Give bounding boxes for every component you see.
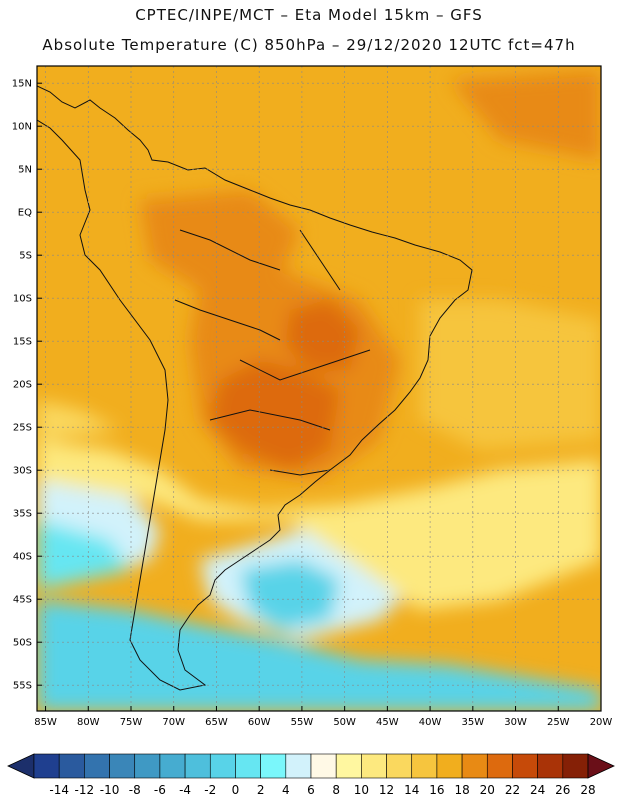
colorbar-label: -12 (75, 783, 95, 797)
colorbar-label: -10 (100, 783, 120, 797)
map-subtitle: Absolute Temperature (C) 850hPa – 29/12/… (42, 36, 576, 54)
lon-tick-label: 50W (333, 717, 356, 728)
lat-tick-label: 45S (13, 595, 32, 606)
lat-tick-label: 5N (18, 165, 32, 176)
lat-tick-label: 25S (13, 423, 32, 434)
lat-tick-label: 50S (13, 638, 32, 649)
colorbar-swatch (461, 753, 488, 779)
lon-tick-label: 20W (590, 717, 613, 728)
colorbar-min-arrow (7, 753, 35, 779)
lat-tick-label: 15N (12, 79, 32, 90)
colorbar-label: -14 (49, 783, 69, 797)
colorbar-swatch (285, 753, 312, 779)
colorbar-swatch (411, 753, 438, 779)
colorbar-label: -6 (154, 783, 166, 797)
colorbar-label: -2 (204, 783, 216, 797)
lat-tick-label: 20S (13, 380, 32, 391)
colorbar-label: 2 (257, 783, 265, 797)
colorbar-label: 22 (505, 783, 520, 797)
graticule (37, 66, 602, 711)
colorbar-label: 26 (555, 783, 570, 797)
colorbar-swatch (335, 753, 362, 779)
colorbar-swatch (134, 753, 161, 779)
temperature-field (37, 66, 601, 711)
colorbar-swatch (109, 753, 136, 779)
colorbar-swatch (58, 753, 85, 779)
lat-tick-label: 10N (12, 122, 32, 133)
colorbar-swatch (184, 753, 211, 779)
lon-tick-label: 35W (462, 717, 485, 728)
colorbar-label: 18 (454, 783, 469, 797)
colorbar-label: 6 (307, 783, 315, 797)
colorbar-swatch (537, 753, 564, 779)
lon-tick-label: 70W (162, 717, 185, 728)
colorbar-swatch (361, 753, 387, 779)
lon-tick-label: 85W (34, 717, 57, 728)
colorbar-label: 10 (354, 783, 369, 797)
colorbar-swatch (260, 753, 287, 779)
coastline (37, 85, 473, 691)
lon-tick-label: 25W (547, 717, 570, 728)
map-frame (36, 65, 602, 712)
lat-tick-label: EQ (18, 208, 32, 219)
lon-tick-label: 40W (419, 717, 442, 728)
colorbar-label: 20 (480, 783, 495, 797)
lon-tick-label: 60W (248, 717, 271, 728)
colorbar-label: 16 (429, 783, 444, 797)
lat-tick-label: 30S (13, 466, 32, 477)
lat-tick-label: 5S (19, 251, 32, 262)
colorbar-swatch (386, 753, 413, 779)
colorbar-label: 24 (530, 783, 545, 797)
lat-tick-label: 10S (13, 294, 32, 305)
colorbar-label: 28 (580, 783, 595, 797)
colorbar-label: 14 (404, 783, 419, 797)
colorbar-label: -8 (129, 783, 141, 797)
colorbar-max-arrow (587, 753, 615, 779)
colorbar-swatch (310, 753, 337, 779)
colorbar-swatch (84, 753, 110, 779)
colorbar-swatch (562, 753, 589, 779)
colorbar-label: 12 (379, 783, 394, 797)
lon-tick-label: 45W (376, 717, 399, 728)
colorbar-swatch (512, 753, 538, 779)
lat-tick-label: 40S (13, 552, 32, 563)
lon-tick-label: 65W (205, 717, 228, 728)
colorbar-swatch (33, 753, 60, 779)
colorbar-swatch (486, 753, 513, 779)
colorbar-label: 4 (282, 783, 290, 797)
lon-tick-label: 55W (291, 717, 314, 728)
lat-tick-label: 35S (13, 509, 32, 520)
colorbar-label: 0 (232, 783, 240, 797)
lon-tick-label: 80W (77, 717, 100, 728)
lat-tick-label: 55S (13, 681, 32, 692)
map-title: CPTEC/INPE/MCT – Eta Model 15km – GFS (135, 6, 483, 24)
colorbar-swatch (436, 753, 463, 779)
lon-tick-label: 30W (504, 717, 527, 728)
latitude-axis: 15N 10N 5N EQ 5S 10S 15S 20S 25S 30S 35S 40S 45S 50S 5… (12, 79, 42, 692)
colorbar: -14 -12 -10 -8 -6 -4 -2 0 2 4 6 8 10 12 14 16 18 20 22 24 26… (7, 753, 615, 797)
colorbar-label: -4 (179, 783, 191, 797)
lat-tick-label: 15S (13, 337, 32, 348)
longitude-axis: 85W 80W 75W 70W 65W 60W 55W 50W 45W 40W 35W 30W 25W 2… (34, 706, 612, 728)
colorbar-swatch (159, 753, 186, 779)
colorbar-label: 8 (332, 783, 340, 797)
lon-tick-label: 75W (120, 717, 143, 728)
colorbar-swatch (235, 753, 261, 779)
colorbar-swatch (209, 753, 236, 779)
